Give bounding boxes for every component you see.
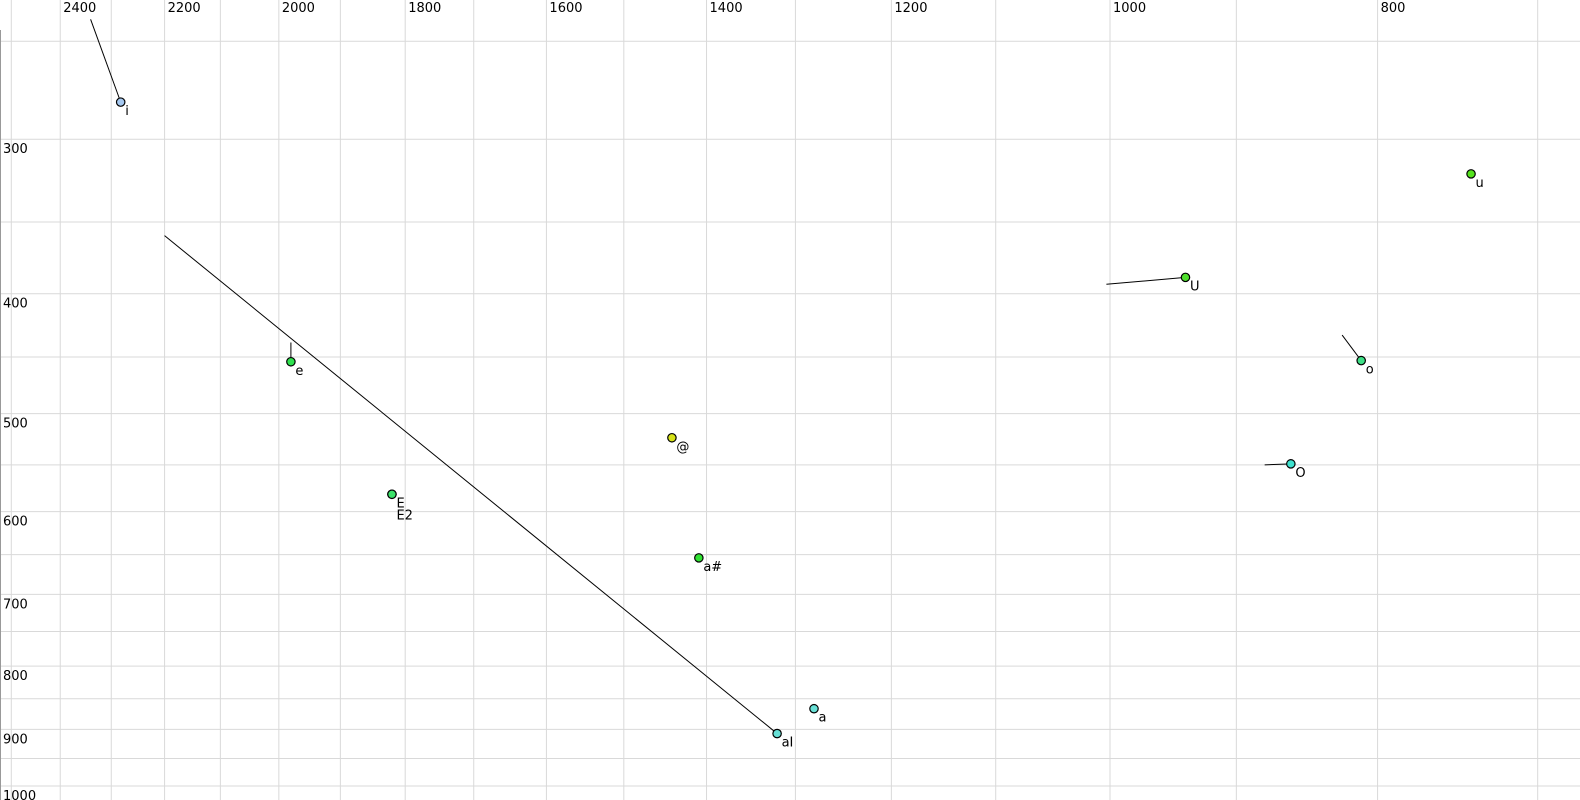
vowel-point-e[interactable] [286, 356, 296, 367]
vowel-label-a: a [818, 711, 826, 726]
y-axis-tick-label: 1000 [3, 789, 36, 800]
vowel-point-U[interactable] [1180, 272, 1191, 283]
vowel-point-o[interactable] [1356, 355, 1366, 366]
vowel-point-E2[interactable] [387, 489, 397, 500]
vowel-point-O[interactable] [1286, 459, 1296, 469]
vowel-point-@[interactable] [667, 432, 677, 443]
x-axis-tick-label: 1600 [549, 1, 582, 16]
vowel-point-aI[interactable] [772, 728, 782, 739]
x-axis-tick-label: 2000 [282, 1, 315, 16]
vowel-label-U: U [1190, 279, 1200, 294]
vowel-label-i: i [125, 104, 129, 119]
vowel-label-aI: aI [782, 736, 794, 751]
vowel-label-u: u [1476, 176, 1484, 191]
vowel-label-E2: E2 [396, 508, 413, 523]
vowel-label-o: o [1366, 363, 1374, 378]
x-axis-tick-label: 1200 [894, 1, 927, 16]
x-axis-tick-label: 800 [1381, 1, 1406, 16]
x-axis-tick-label: 1800 [408, 1, 441, 16]
y-axis-tick-label: 700 [3, 597, 28, 612]
vowel-label-O: O [1295, 466, 1305, 481]
x-axis-tick-label: 1400 [710, 1, 743, 16]
glide-line-U [1106, 276, 1186, 285]
glide-line-i [90, 19, 122, 103]
y-axis-tick-label: 600 [3, 515, 28, 530]
x-axis-tick-label: 1000 [1113, 1, 1146, 16]
vowel-point-i[interactable] [115, 97, 126, 107]
y-axis-tick-label: 300 [3, 142, 28, 157]
vowel-label-@: @ [676, 440, 689, 455]
vowel-point-a[interactable] [809, 703, 819, 714]
x-axis-tick-label: 2200 [168, 1, 201, 16]
vowel-point-u[interactable] [1466, 169, 1476, 179]
y-axis-tick-label: 400 [3, 297, 28, 312]
x-axis-tick-label: 2400 [63, 1, 96, 16]
vowel-label-a#: a# [703, 560, 722, 575]
glide-line-o [1341, 334, 1362, 361]
y-axis-tick-label: 500 [3, 417, 28, 432]
glide-line-aI [164, 235, 778, 734]
vowel-label-e: e [295, 364, 303, 379]
y-axis-tick-label: 800 [3, 669, 28, 684]
vowel-point-a#[interactable] [694, 553, 704, 563]
y-axis-tick-label: 900 [3, 732, 28, 747]
vowel-label-E: E [396, 496, 404, 511]
